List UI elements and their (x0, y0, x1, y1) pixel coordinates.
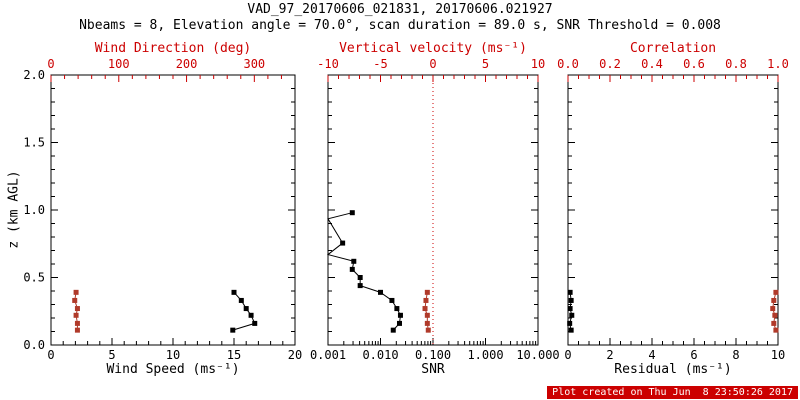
correlation-marker (773, 289, 779, 295)
snr-panel: 0.001 0.010 0.100 1.000 10.000 -10 -5 0 5 10 (310, 57, 560, 362)
height-axis-title: z (km AGL) (6, 170, 22, 249)
residual-marker (567, 306, 573, 312)
created-timestamp-badge: Plot created on Thu Jun 8 23:50:26 2017 (547, 386, 798, 399)
svg-text:10.000: 10.000 (516, 348, 559, 362)
wind-speed-axis-title: Wind Speed (ms⁻¹) (106, 362, 240, 377)
wind-speed-marker (230, 327, 236, 333)
residual-marker (567, 320, 573, 326)
svg-text:10: 10 (771, 348, 785, 362)
svg-text:0: 0 (564, 348, 571, 362)
svg-text:0.010: 0.010 (362, 348, 398, 362)
residual-axis-title: Residual (ms⁻¹) (614, 362, 732, 377)
svg-text:0: 0 (47, 57, 54, 71)
snr-profile-marker (349, 266, 355, 272)
residual-marker (569, 312, 575, 318)
vertical-velocity-marker (425, 327, 431, 333)
correlation-marker (771, 320, 777, 326)
svg-text:-5: -5 (373, 57, 387, 71)
snr-profile-marker (357, 283, 363, 289)
snr-profile-marker (349, 210, 355, 216)
svg-text:1.5: 1.5 (23, 136, 45, 150)
vertical-velocity-marker (422, 306, 428, 312)
svg-text:4: 4 (648, 348, 655, 362)
svg-text:1.0: 1.0 (767, 57, 789, 71)
correlation-marker (773, 327, 779, 333)
vertical-velocity-marker (424, 312, 430, 318)
snr-profile-marker (397, 312, 403, 318)
svg-text:0: 0 (47, 348, 54, 362)
residual-marker (567, 289, 573, 295)
snr-profile-marker (390, 327, 396, 333)
svg-text:2: 2 (606, 348, 613, 362)
svg-text:300: 300 (243, 57, 265, 71)
svg-text:5: 5 (108, 348, 115, 362)
svg-text:10: 10 (166, 348, 180, 362)
residual-panel: 0 2 4 6 8 10 0.0 0.2 0.4 0.6 0.8 1.0 (557, 57, 789, 362)
svg-text:0.0: 0.0 (23, 338, 45, 352)
wind-speed-marker (248, 312, 254, 318)
svg-text:0.001: 0.001 (310, 348, 346, 362)
wind-direction-marker (74, 320, 80, 326)
snr-profile-marker (340, 240, 346, 246)
svg-text:0.4: 0.4 (641, 57, 663, 71)
svg-text:0.8: 0.8 (725, 57, 747, 71)
svg-text:5: 5 (482, 57, 489, 71)
svg-text:-10: -10 (317, 57, 339, 71)
wind-direction-marker (74, 327, 80, 333)
vertical-velocity-marker (424, 320, 430, 326)
correlation-axis-title: Correlation (629, 41, 717, 56)
wind-direction-marker (74, 306, 80, 312)
snr-profile-marker (396, 320, 402, 326)
wind-direction-marker (73, 312, 79, 318)
svg-text:10: 10 (531, 57, 545, 71)
svg-text:1.0: 1.0 (23, 203, 45, 217)
snr-profile-marker (389, 297, 395, 303)
vertical-velocity-marker (423, 297, 429, 303)
correlation-marker (771, 297, 777, 303)
residual-marker (568, 297, 574, 303)
svg-text:0.5: 0.5 (23, 271, 45, 285)
wind-speed-marker (243, 306, 249, 312)
wind-direction-axis-title: Wind Direction (deg) (94, 41, 252, 56)
wind-speed-marker (252, 320, 258, 326)
svg-text:100: 100 (108, 57, 130, 71)
plot-title: VAD_97_20170606_021831, 20170606.021927 (247, 2, 553, 17)
snr-profile-marker (357, 275, 363, 280)
wind-speed-marker (238, 297, 244, 303)
svg-text:200: 200 (176, 57, 198, 71)
svg-text:8: 8 (732, 348, 739, 362)
svg-text:20: 20 (288, 348, 302, 362)
vertical-velocity-marker (424, 289, 430, 295)
svg-text:2.0: 2.0 (23, 68, 45, 82)
svg-text:0.2: 0.2 (599, 57, 621, 71)
plot-subtitle: Nbeams = 8, Elevation angle = 70.0°, sca… (79, 18, 721, 33)
vertical-velocity-axis-title: Vertical velocity (ms⁻¹) (339, 41, 527, 56)
snr-profile-marker (394, 306, 400, 312)
svg-text:0: 0 (429, 57, 436, 71)
snr-profile-marker (378, 289, 383, 295)
residual-marker (568, 327, 574, 333)
svg-text:6: 6 (690, 348, 697, 362)
svg-text:0.6: 0.6 (683, 57, 705, 71)
correlation-marker (772, 312, 778, 318)
svg-text:15: 15 (227, 348, 241, 362)
snr-profile-line (326, 212, 401, 331)
wind-speed-marker (231, 289, 237, 295)
svg-text:1.000: 1.000 (467, 348, 503, 362)
svg-text:0.0: 0.0 (557, 57, 579, 71)
correlation-marker (770, 306, 776, 312)
wind-direction-marker (72, 297, 78, 303)
svg-text:0.100: 0.100 (415, 348, 451, 362)
snr-profile-marker (351, 258, 357, 264)
wind-direction-marker (73, 289, 79, 295)
snr-axis-title: SNR (421, 362, 445, 377)
